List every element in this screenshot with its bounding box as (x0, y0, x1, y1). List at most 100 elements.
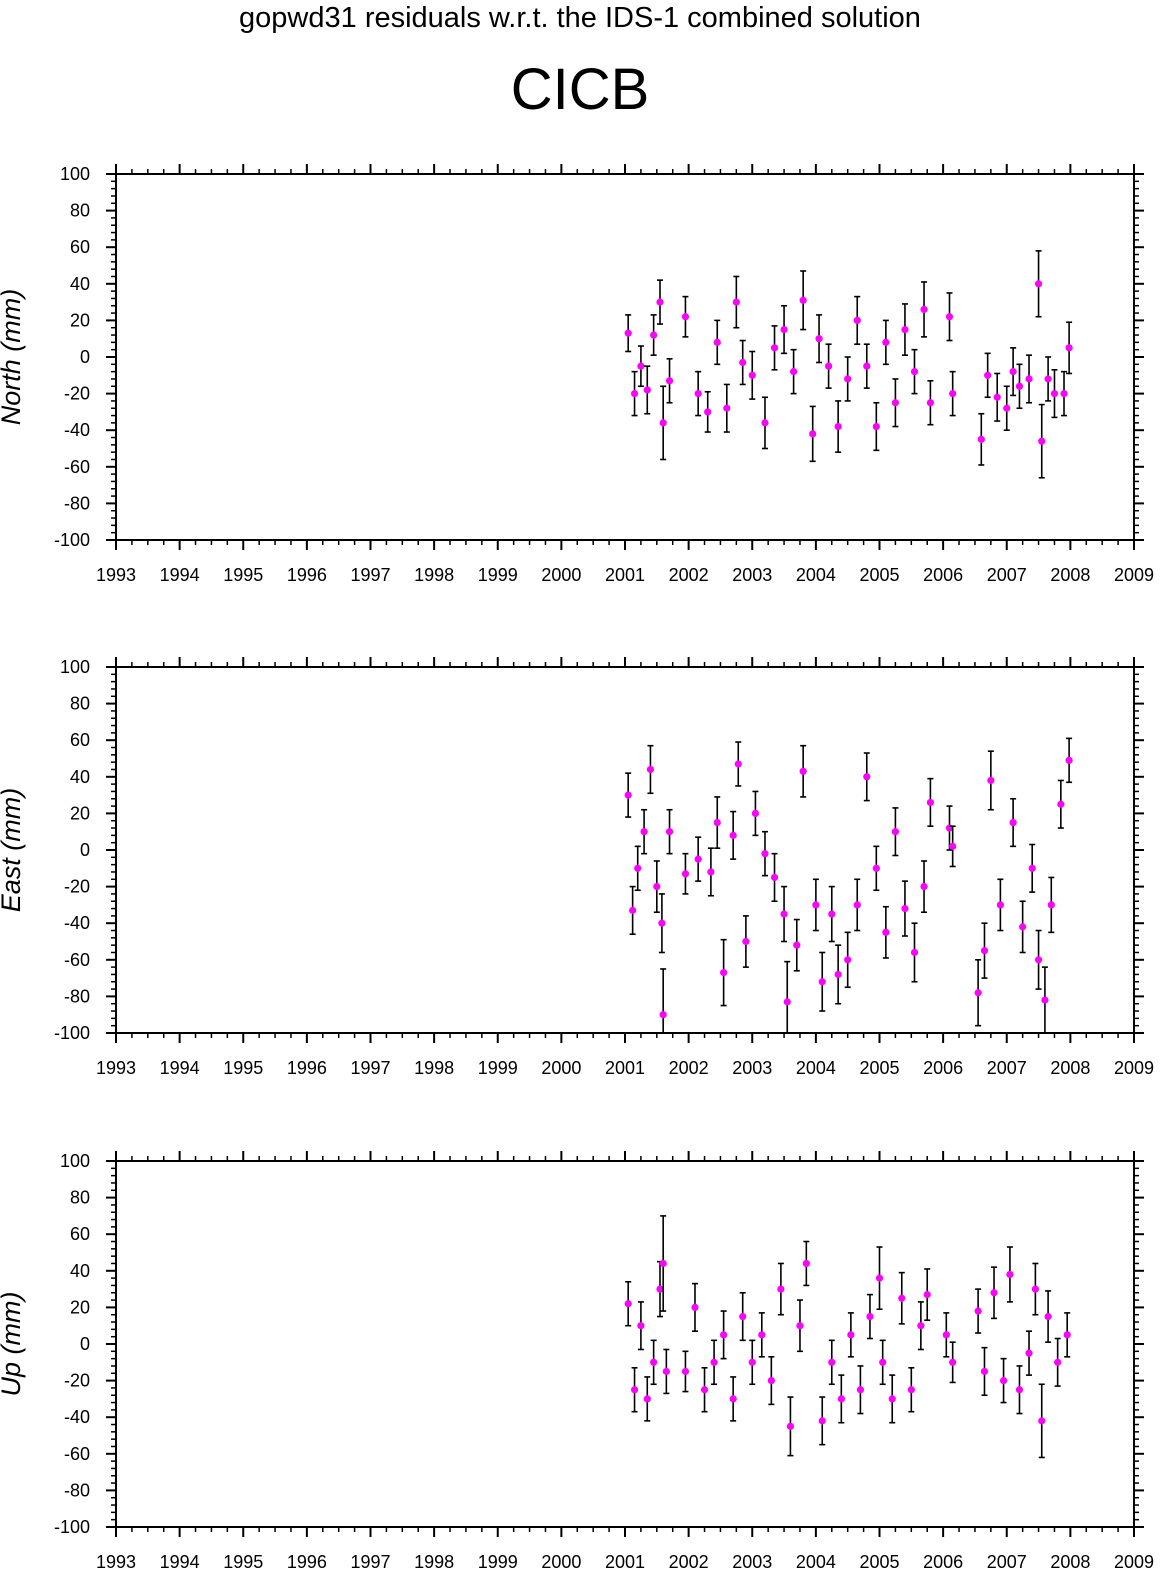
x-tick-label: 1996 (287, 1552, 327, 1572)
data-point (720, 1331, 728, 1339)
y-tick-label: -80 (64, 493, 90, 513)
data-point (624, 329, 632, 337)
data-point (770, 873, 779, 882)
data-point (734, 760, 742, 768)
data-point (630, 1386, 639, 1394)
data-point (659, 1259, 667, 1268)
data-point (729, 1395, 737, 1403)
y-axis-label: Up (mm) (0, 1292, 26, 1397)
data-point (659, 419, 667, 427)
data-point (1057, 800, 1065, 808)
data-point (910, 948, 919, 957)
y-tick-label: 20 (70, 803, 90, 823)
y-tick-label: 60 (70, 1224, 90, 1244)
x-tick-label: 2006 (923, 1552, 963, 1572)
data-point (1054, 1358, 1062, 1366)
data-point (888, 1395, 896, 1403)
data-point (1034, 956, 1043, 964)
data-point (856, 1386, 865, 1394)
y-tick-label: 100 (60, 657, 90, 677)
x-tick-label: 1995 (223, 1552, 263, 1572)
x-tick-label: 2005 (859, 565, 899, 585)
data-point (777, 1285, 785, 1293)
y-tick-label: -20 (64, 384, 90, 404)
x-tick-label: 1998 (414, 1058, 454, 1078)
x-tick-label: 2000 (541, 1058, 581, 1078)
y-tick-label: 40 (70, 274, 90, 294)
data-point (999, 1377, 1008, 1385)
x-tick-label: 2002 (669, 565, 709, 585)
x-tick-label: 2004 (796, 1552, 836, 1572)
data-point (974, 1307, 982, 1315)
data-point (739, 358, 747, 367)
y-tick-label: 100 (60, 164, 90, 184)
y-tick-label: -60 (64, 457, 90, 477)
data-point (629, 906, 637, 914)
y-tick-label: 0 (80, 347, 90, 367)
data-point (1031, 1285, 1039, 1293)
data-point (720, 969, 728, 977)
data-point (790, 368, 798, 376)
y-tick-label: -60 (64, 950, 90, 970)
x-tick-label: 1999 (478, 1058, 518, 1078)
data-point (799, 296, 807, 304)
data-point (834, 970, 842, 979)
data-point (863, 362, 871, 370)
y-tick-label: 100 (60, 1151, 90, 1171)
y-tick-label: 20 (70, 1297, 90, 1317)
data-point (786, 1422, 795, 1430)
y-axis-label: East (mm) (0, 788, 26, 913)
x-tick-label: 2003 (732, 1552, 772, 1572)
data-point (863, 773, 871, 781)
x-tick-label: 1996 (287, 1058, 327, 1078)
data-point (707, 868, 715, 876)
x-tick-label: 2009 (1114, 1058, 1154, 1078)
x-tick-label: 2002 (669, 1552, 709, 1572)
data-point (1009, 368, 1017, 376)
data-point (818, 978, 826, 986)
x-tick-label: 2007 (987, 1058, 1027, 1078)
data-point (980, 1367, 989, 1376)
data-point (681, 1367, 690, 1376)
data-point (748, 1358, 756, 1366)
x-tick-label: 1994 (160, 1058, 200, 1078)
data-point (681, 870, 690, 878)
data-point (1003, 404, 1011, 412)
east-panel: 1993 1994 1995 1996 1997 1998 1999 2000 2001 2002… (0, 657, 1154, 1078)
y-tick-label: 80 (70, 201, 90, 221)
x-tick-label: 1995 (223, 1058, 263, 1078)
data-point (1038, 437, 1046, 445)
data-point (910, 368, 919, 376)
y-tick-label: -80 (64, 986, 90, 1006)
data-point (974, 989, 982, 997)
y-tick-label: -60 (64, 1444, 90, 1464)
plot-frame (115, 1160, 1135, 1528)
data-point (656, 1285, 664, 1293)
data-point (650, 1358, 658, 1366)
data-point (739, 1312, 747, 1321)
x-tick-label: 2009 (1114, 1552, 1154, 1572)
data-point (650, 331, 658, 339)
data-point (761, 850, 769, 858)
data-point (926, 798, 935, 807)
plot-frame (115, 666, 1135, 1034)
data-point (1044, 375, 1052, 383)
data-point (926, 399, 935, 407)
data-point (659, 1011, 667, 1019)
data-point (990, 1289, 998, 1297)
data-point (1019, 923, 1027, 931)
x-tick-label: 2000 (541, 1552, 581, 1572)
data-point (872, 422, 880, 431)
data-point (920, 883, 928, 891)
data-point (1047, 901, 1055, 909)
data-point (891, 399, 900, 407)
data-point (980, 947, 989, 955)
data-point (898, 1294, 906, 1302)
data-point (872, 864, 880, 872)
data-point (1060, 390, 1068, 398)
x-tick-label: 1995 (223, 565, 263, 585)
x-tick-label: 1993 (96, 1552, 136, 1572)
data-point (834, 422, 842, 431)
data-point (742, 937, 750, 946)
x-tick-label: 1993 (96, 565, 136, 585)
